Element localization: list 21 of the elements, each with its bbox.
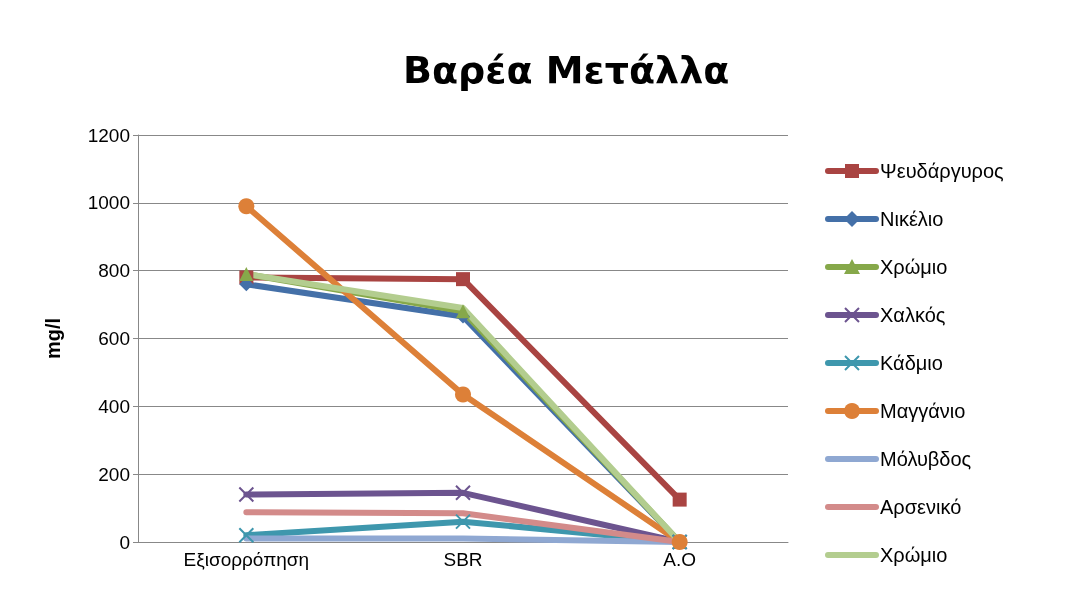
legend-label: Αρσενικό	[880, 496, 962, 518]
y-tick-label: 1200	[87, 124, 130, 146]
x-tick-label: Εξισορρόπηση	[183, 549, 310, 570]
x-tick-label: SBR	[443, 549, 483, 570]
legend-label: Νικέλιο	[880, 208, 944, 230]
y-tick-label: 800	[98, 260, 130, 282]
x-tick-label: A.O	[663, 549, 697, 570]
legend-label: Χαλκός	[880, 304, 946, 326]
legend-label: Κάδμιο	[880, 352, 943, 374]
legend-label: Χρώμιο	[880, 544, 948, 566]
y-tick-label: 0	[119, 531, 130, 553]
chart-title: Βαρέα Μετάλλα	[403, 48, 730, 92]
y-tick-label: 200	[98, 463, 130, 485]
legend-label: Χρώμιο	[880, 256, 948, 278]
y-tick-label: 400	[98, 395, 130, 417]
y-tick-label: 1000	[87, 192, 130, 214]
legend-label: Μαγγάνιο	[880, 400, 966, 422]
legend-label: Μόλυβδος	[880, 448, 972, 470]
legend-label: Ψευδάργυρος	[880, 160, 1005, 182]
y-tick-label: 600	[98, 328, 130, 349]
y-axis-title: mg/l	[42, 317, 64, 360]
